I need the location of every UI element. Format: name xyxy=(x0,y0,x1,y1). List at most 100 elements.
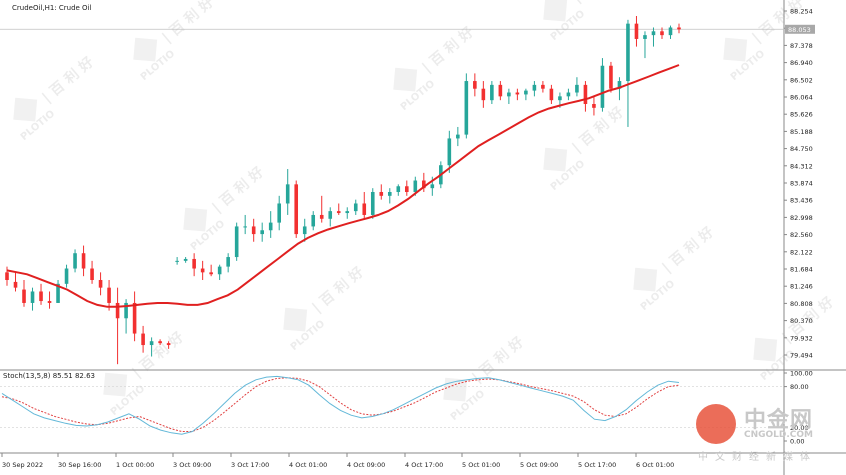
price-tick-label: 80.370 xyxy=(790,317,813,325)
candle xyxy=(22,280,26,307)
candle-body xyxy=(422,180,426,189)
candle xyxy=(481,81,486,108)
candle-body xyxy=(651,31,656,36)
candle xyxy=(490,81,494,104)
candle-body xyxy=(609,65,613,89)
time-tick-label: 4 Oct 01:00 xyxy=(289,461,327,469)
watermark-diamond xyxy=(133,37,158,62)
candle xyxy=(396,184,401,196)
logo-name: 中金网 xyxy=(744,408,814,433)
price-tick-label: 84.312 xyxy=(790,162,813,170)
candle-body xyxy=(481,88,486,101)
candle xyxy=(609,61,613,93)
candle-body xyxy=(456,134,460,139)
candle xyxy=(302,218,307,242)
stoch-signal-line xyxy=(1,377,680,432)
candle-body xyxy=(379,192,384,196)
time-tick-label: 6 Oct 01:00 xyxy=(636,461,674,469)
watermark-cn-text: | 百 利 好 xyxy=(569,0,627,6)
watermark-diamond xyxy=(543,147,568,172)
candle xyxy=(387,188,392,204)
candle-body xyxy=(200,268,205,273)
candle xyxy=(549,84,554,104)
candle-body xyxy=(473,81,477,89)
candle xyxy=(47,291,52,309)
price-tick-label: 85.188 xyxy=(790,128,813,136)
candle xyxy=(541,81,545,93)
candle xyxy=(124,299,128,334)
candle-body xyxy=(404,186,409,192)
candle-body xyxy=(209,272,213,275)
price-tick-label: 86.064 xyxy=(790,94,813,102)
candle-body xyxy=(336,211,341,214)
candle-body xyxy=(353,203,358,212)
candle-body xyxy=(30,291,35,303)
candle xyxy=(166,341,171,349)
candle-body xyxy=(583,84,588,104)
watermark-diamond xyxy=(633,267,658,292)
candle-body xyxy=(56,283,60,303)
candle xyxy=(141,325,145,353)
cngold-logo: 中金网 CNGOLD.COM 中文财经新媒体 xyxy=(686,398,846,475)
watermark-diamond xyxy=(183,207,208,232)
candle xyxy=(13,272,18,292)
stoch-tick-label: 80.00 xyxy=(790,383,809,391)
current-price-box xyxy=(785,24,815,34)
watermark-diamond xyxy=(103,372,128,397)
watermark-diamond xyxy=(543,0,568,22)
candle xyxy=(464,73,469,139)
candle xyxy=(566,88,571,101)
time-tick-label: 3 Oct 17:00 xyxy=(231,461,269,469)
candle-body xyxy=(149,341,154,346)
candle-body xyxy=(98,280,103,288)
candle-body xyxy=(107,287,111,303)
stochastic-title: Stoch(13,5,8) 85.51 82.63 xyxy=(3,372,96,380)
candle xyxy=(634,16,639,47)
candle-body xyxy=(634,23,639,39)
candle-body xyxy=(13,281,18,288)
candle-body xyxy=(541,84,545,89)
candle xyxy=(192,253,196,277)
candle-body xyxy=(192,258,196,269)
price-tick-label: 82.560 xyxy=(790,231,813,239)
candle xyxy=(328,207,333,227)
logo-url: CNGOLD.COM xyxy=(744,430,814,440)
candle xyxy=(660,27,664,39)
price-tick-label: 86.940 xyxy=(790,59,813,67)
candle xyxy=(30,287,35,311)
candle-body xyxy=(5,272,9,280)
watermark-diamond xyxy=(393,67,418,92)
watermark-diamond xyxy=(13,97,38,122)
candle-body xyxy=(532,84,537,91)
price-tick-label: 81.246 xyxy=(790,283,813,291)
candle xyxy=(260,222,264,242)
candle xyxy=(404,180,409,196)
time-tick-label: 1 Oct 00:00 xyxy=(116,461,154,469)
candle xyxy=(175,257,179,265)
candle xyxy=(370,188,375,219)
candle xyxy=(107,280,111,311)
candle xyxy=(575,77,579,97)
candle xyxy=(651,27,656,47)
candle xyxy=(336,203,341,215)
candle xyxy=(379,184,384,200)
candle-body xyxy=(175,260,179,262)
candle-body xyxy=(277,203,282,223)
candle xyxy=(345,207,350,219)
moving-average-line xyxy=(6,64,680,308)
candle xyxy=(456,126,460,147)
candle-body xyxy=(251,226,256,235)
time-tick-label: 3 Oct 09:00 xyxy=(173,461,211,469)
stoch-tick-label: 20.00 xyxy=(790,424,809,432)
candle-body xyxy=(132,302,137,334)
candle-body xyxy=(115,302,120,319)
stoch-main-line xyxy=(1,375,680,435)
candle-body xyxy=(566,92,571,97)
candle xyxy=(583,81,588,112)
candle xyxy=(81,245,86,277)
candle-body xyxy=(370,192,375,215)
candle-body xyxy=(464,81,469,135)
time-tick-label: 5 Oct 17:00 xyxy=(578,461,616,469)
time-tick-label: 30 Sep 16:00 xyxy=(58,461,101,469)
